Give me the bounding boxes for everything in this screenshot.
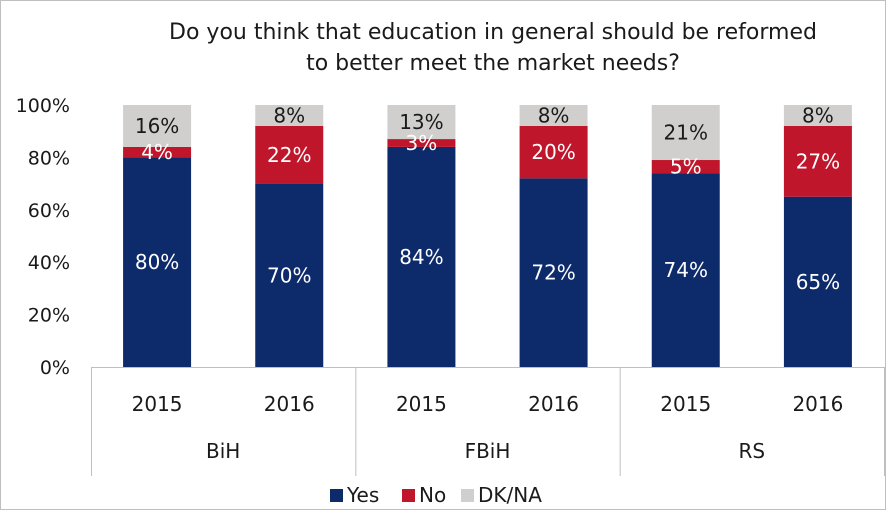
x-tick-label: 2016 — [264, 392, 315, 416]
y-tick-label: 40% — [28, 252, 70, 274]
y-axis-ticks: 0% 20% 40% 60% 80% 100% — [16, 95, 70, 379]
legend-swatch — [461, 489, 474, 502]
y-tick-label: 60% — [28, 200, 70, 222]
data-label: 72% — [531, 261, 575, 285]
data-label: 5% — [670, 155, 702, 179]
legend-label: DK/NA — [478, 483, 542, 507]
bar-segment-dkna — [123, 105, 192, 147]
data-label: 8% — [538, 103, 570, 127]
chart-title-line-2: to better meet the market needs? — [306, 51, 680, 76]
data-label: 22% — [267, 143, 311, 167]
bar-segment-no — [651, 160, 720, 174]
legend-label: Yes — [346, 483, 379, 507]
data-label: 65% — [796, 270, 840, 294]
bar-segment-dkna — [651, 105, 720, 161]
bar-segment-dkna — [255, 105, 324, 126]
bar-segment-no — [255, 125, 324, 184]
y-tick-label: 80% — [28, 147, 70, 169]
bar-segment-dkna — [387, 105, 456, 140]
data-label: 3% — [406, 131, 438, 155]
bar-segment-dkna — [519, 105, 588, 126]
data-label: 84% — [399, 245, 443, 269]
data-label: 13% — [399, 110, 443, 134]
bar-segment-no — [783, 125, 852, 197]
bar-segment-yes — [255, 183, 324, 367]
x-tick-label: 2015 — [132, 392, 183, 416]
data-label: 80% — [135, 250, 179, 274]
group-label: FBiH — [465, 439, 511, 463]
bars — [123, 105, 852, 367]
bar-segment-yes — [123, 157, 192, 367]
data-label: 21% — [664, 121, 708, 145]
data-label: 16% — [135, 114, 179, 138]
y-tick-label: 0% — [40, 357, 70, 379]
legend-label: No — [419, 483, 446, 507]
x-tick-label: 2015 — [396, 392, 447, 416]
x-axis: 2015 2016 2015 2016 2015 2016 BiH FBiH RS — [91, 367, 885, 476]
y-tick-label: 100% — [16, 95, 70, 117]
chart-title-line-1: Do you think that education in general s… — [169, 20, 817, 45]
data-label: 27% — [796, 149, 840, 173]
bar-segment-yes — [387, 146, 456, 367]
data-label: 74% — [664, 258, 708, 282]
legend-swatch — [402, 489, 415, 502]
data-labels: 80% 4%16% 70% 22% 8% 84% 3%13% 72% 20% 8% 74% 5% 21%… — [135, 103, 840, 293]
x-tick-label: 2015 — [660, 392, 711, 416]
x-tick-label: 2016 — [792, 392, 843, 416]
data-label: 70% — [267, 263, 311, 287]
data-label: 20% — [531, 140, 575, 164]
bar-segment-no — [123, 146, 192, 158]
group-label: BiH — [206, 439, 240, 463]
bar-segment-no — [387, 139, 456, 147]
legend-swatch — [330, 489, 343, 502]
bar-segment-yes — [519, 178, 588, 367]
legend: Yes No DK/NA — [330, 483, 542, 507]
data-label: 4% — [141, 140, 173, 164]
x-tick-label: 2016 — [528, 392, 579, 416]
bar-segment-yes — [783, 196, 852, 367]
bar-segment-no — [519, 125, 588, 179]
bar-segment-yes — [651, 173, 720, 367]
y-tick-label: 20% — [28, 305, 70, 327]
data-label: 8% — [273, 103, 305, 127]
group-label: RS — [739, 439, 766, 463]
bar-segment-dkna — [783, 105, 852, 126]
data-label: 8% — [802, 103, 834, 127]
